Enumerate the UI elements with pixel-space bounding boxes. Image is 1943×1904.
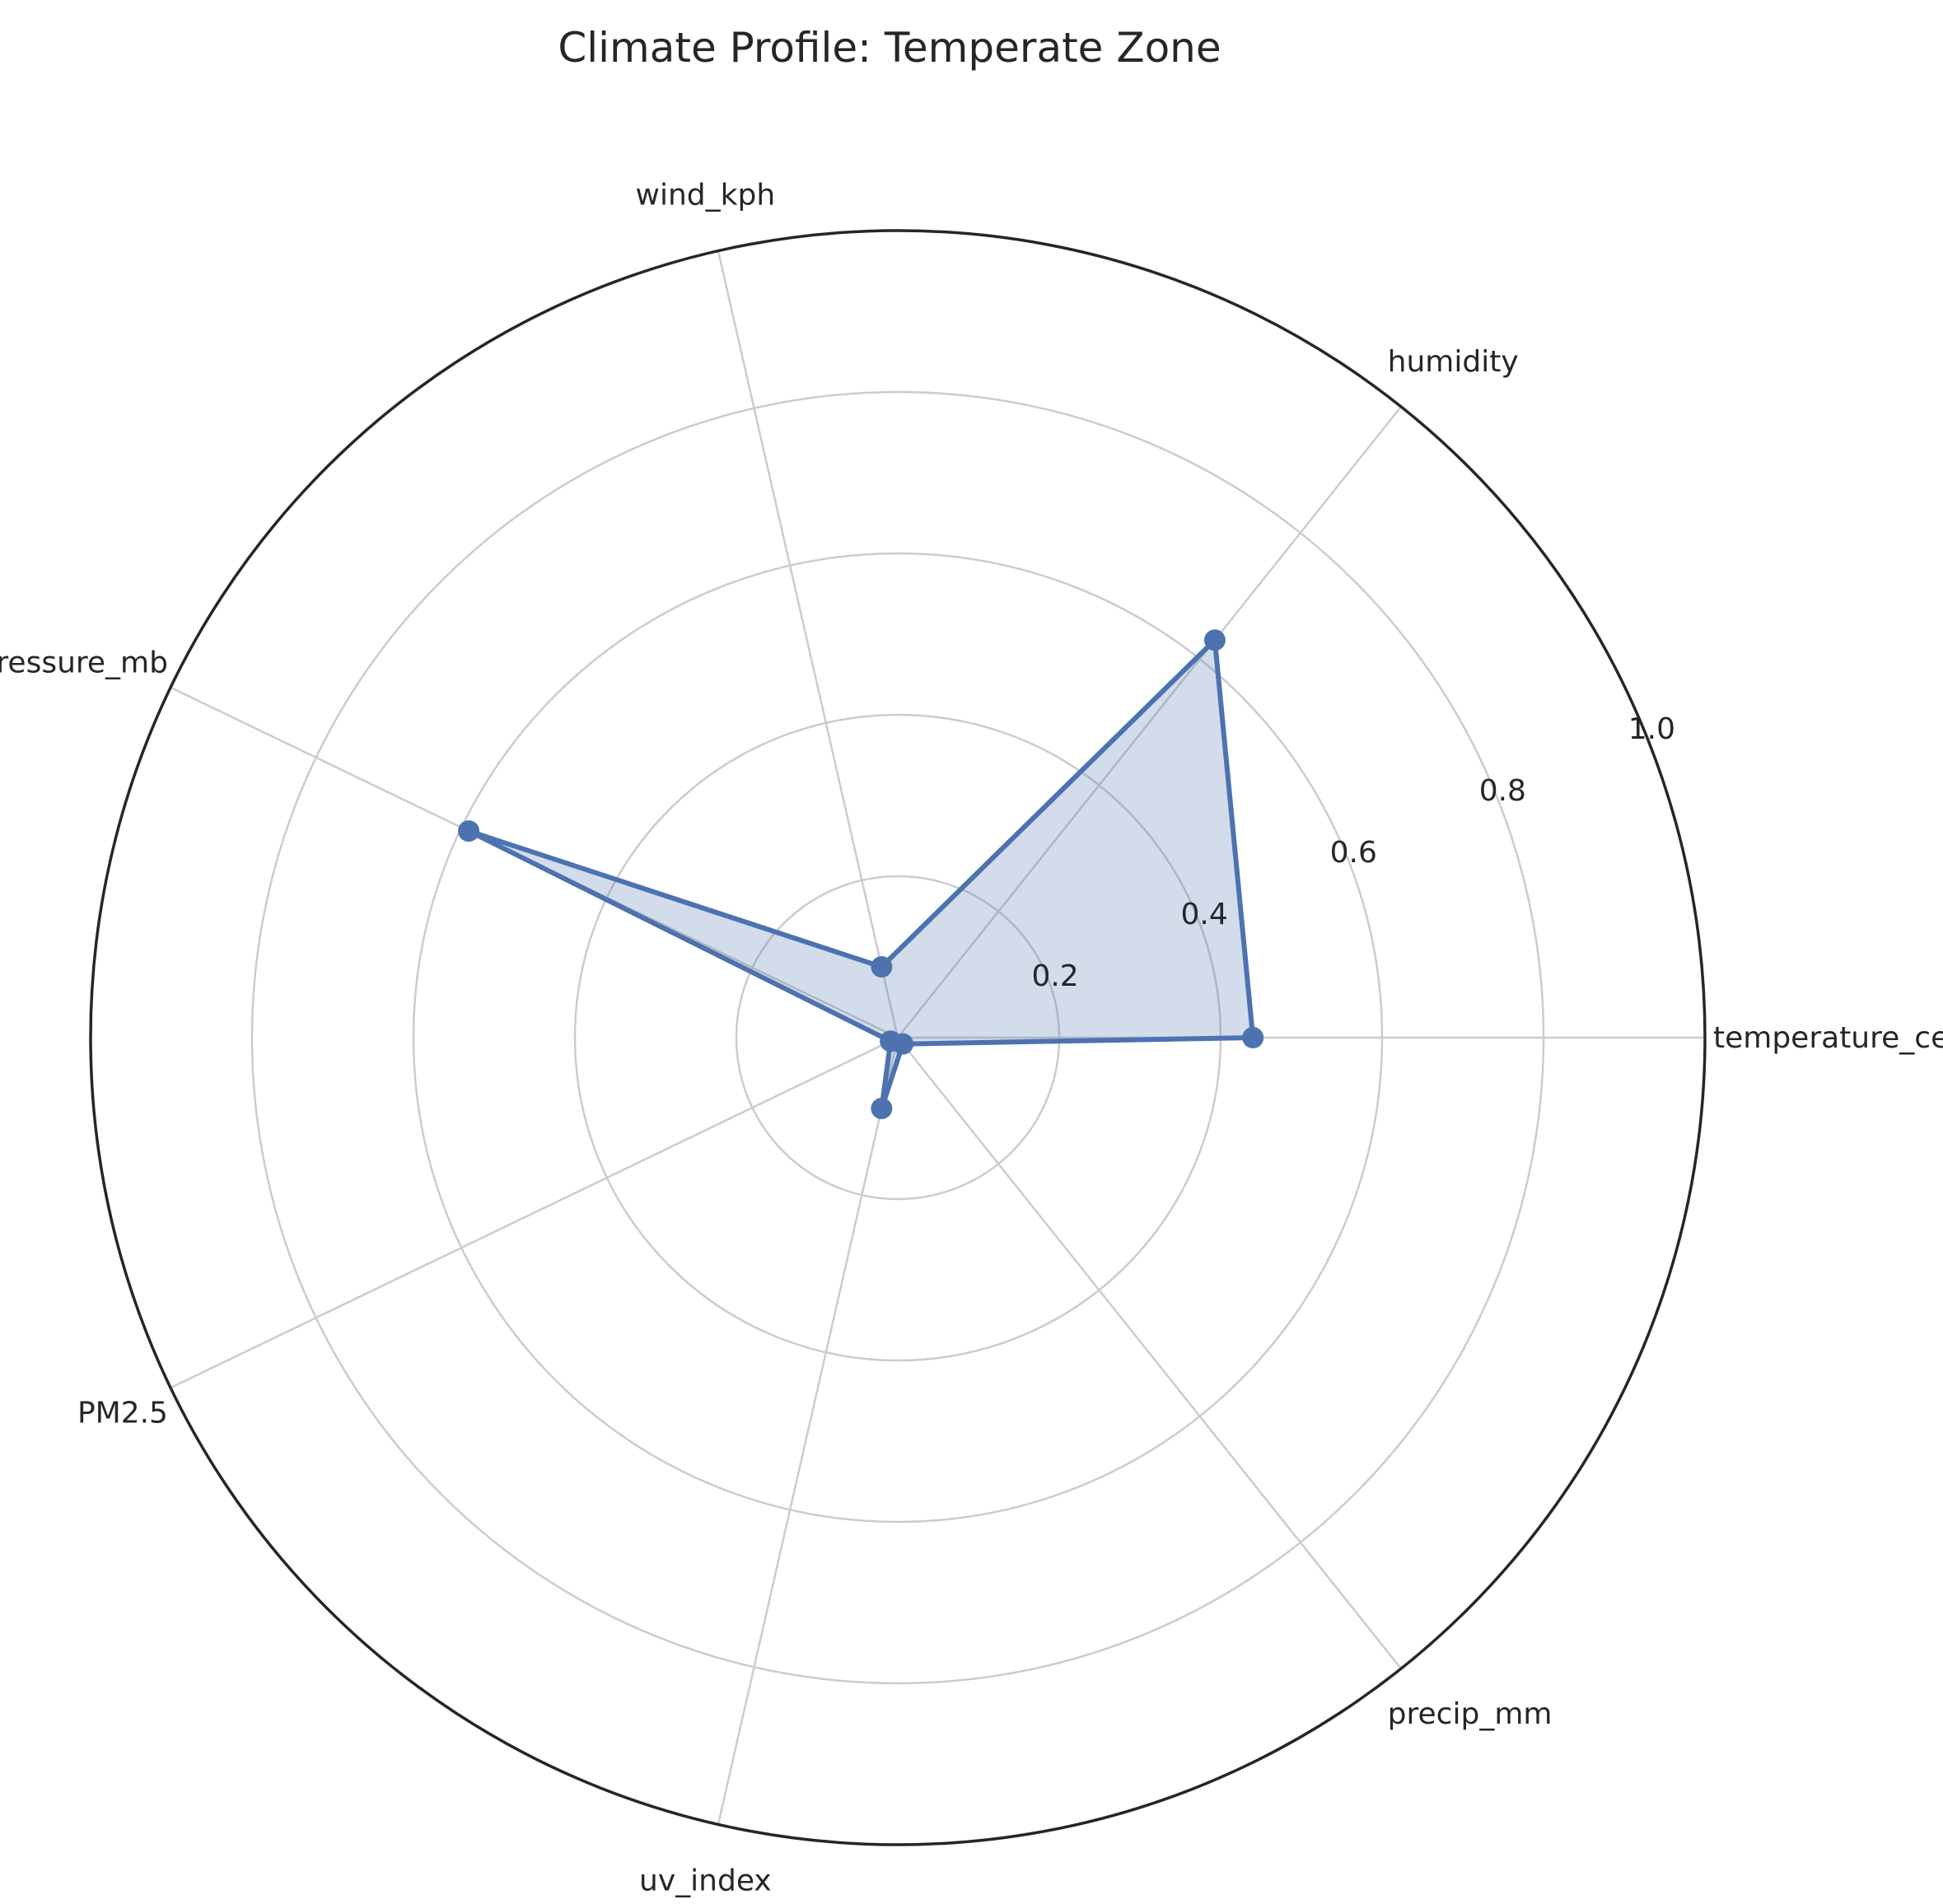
chart-title: Climate Profile: Temperate Zone	[558, 24, 1221, 72]
radial-tick-label: 0.4	[1181, 898, 1228, 931]
radial-tick-label: 0.6	[1330, 836, 1377, 870]
category-label: humidity	[1388, 345, 1519, 379]
data-point	[892, 1033, 914, 1055]
radial-tick-label: 0.2	[1031, 959, 1078, 993]
data-point	[458, 820, 480, 842]
spoke-line	[897, 406, 1402, 1038]
spoke-line	[170, 1036, 899, 1389]
data-point	[871, 1097, 893, 1119]
spoke-line	[717, 1037, 899, 1825]
spoke-line	[717, 250, 899, 1038]
data-point	[1203, 629, 1226, 651]
category-label: uv_index	[639, 1864, 772, 1898]
polar-grid	[89, 229, 1707, 1846]
category-label: wind_kph	[636, 178, 776, 212]
series-area	[469, 640, 1254, 1108]
radial-tick-label: 1.0	[1628, 712, 1675, 746]
data-point	[1242, 1027, 1264, 1048]
axis-labels: 0.2 0.4 0.6 0.8 1.0 temperature_celsius humidi…	[0, 178, 1943, 1897]
series-line	[466, 637, 1256, 1111]
radial-tick-label: 0.8	[1479, 774, 1526, 808]
outer-ring	[89, 229, 1707, 1846]
spoke-line	[897, 1037, 1402, 1669]
data-point	[871, 956, 893, 978]
category-label: pressure_mb	[0, 646, 168, 679]
category-label: temperature_celsius	[1713, 1021, 1943, 1055]
category-label: PM2.5	[77, 1397, 168, 1430]
series-layer	[458, 629, 1264, 1119]
category-label: precip_mm	[1388, 1697, 1553, 1731]
